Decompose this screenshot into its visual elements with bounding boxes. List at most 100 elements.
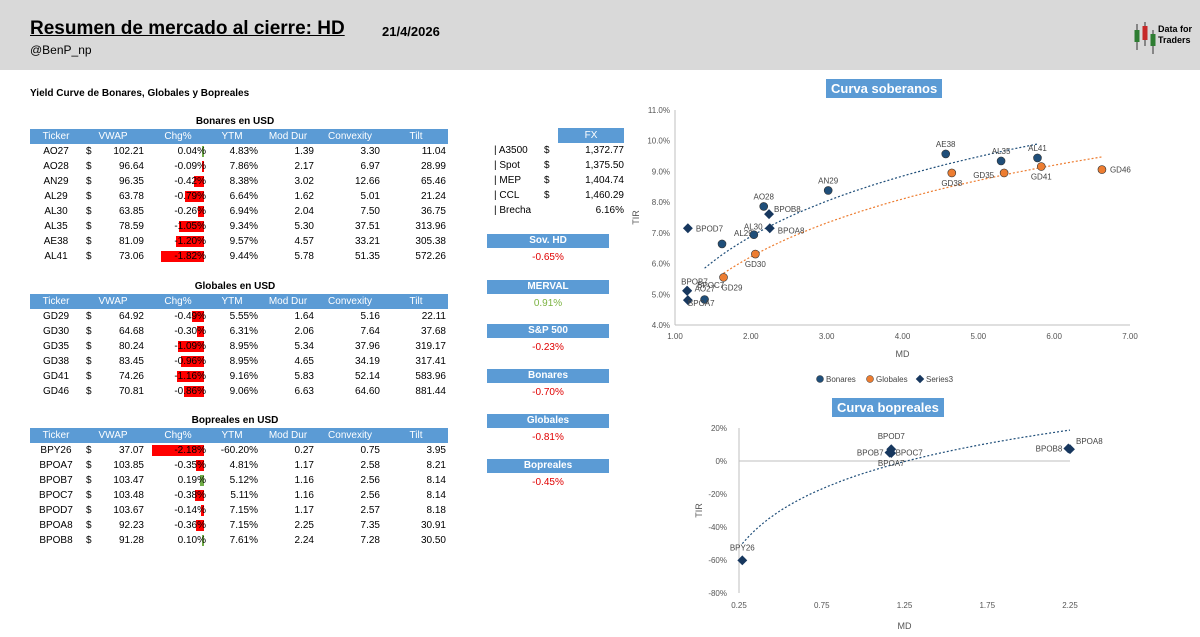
point-label: BPOD7	[696, 224, 724, 233]
index-value: -0.23%	[532, 342, 564, 353]
vwap-cell: 96.35	[118, 176, 144, 187]
x-tick-label: 0.25	[731, 601, 747, 610]
currency-cell: $	[86, 206, 92, 217]
table-row: GD30 $ 64.68 -0.30% 6.31% 2.06 7.64 37.6…	[30, 324, 448, 339]
ticker-cell: AL41	[44, 251, 68, 262]
vwap-cell: 37.07	[118, 445, 144, 456]
fx-row: | A3500 $ 1,372.77	[494, 143, 624, 158]
change-cell: -0.42%	[150, 174, 206, 189]
fx-header: FX	[558, 128, 624, 143]
point-label: AE38	[936, 140, 956, 149]
mod-dur-cell: 2.24	[294, 535, 314, 546]
ticker-cell: GD30	[42, 326, 70, 337]
index-label: Bonares	[487, 369, 609, 383]
fx-currency: $	[544, 145, 550, 156]
change-cell: -1.05%	[150, 219, 206, 234]
convexity-cell: 37.51	[354, 221, 380, 232]
bopreales-header-1: VWAP	[82, 428, 150, 443]
fx-value: 1,404.74	[585, 175, 624, 186]
change-value: -0.42%	[174, 176, 206, 187]
change-value: -0.09%	[174, 161, 206, 172]
vwap-cell: 91.28	[118, 535, 144, 546]
point-label: GD35	[973, 171, 994, 180]
ytm-cell: 6.94%	[229, 206, 258, 217]
point-label: GD30	[745, 260, 766, 269]
y-tick-label: 10.0%	[647, 137, 670, 146]
ytm-cell: 7.86%	[229, 161, 258, 172]
table-row: AO28 $ 96.64 -0.09% 7.86% 2.17 6.97 28.9…	[30, 159, 448, 174]
bopreales-header-5: Convexity	[320, 428, 386, 443]
bopreales-header-3: YTM	[206, 428, 262, 443]
ticker-cell: AL30	[44, 206, 68, 217]
y-tick-label: -20%	[708, 490, 727, 499]
mod-dur-cell: 1.17	[294, 460, 314, 471]
convexity-cell: 7.50	[360, 206, 380, 217]
convexity-cell: 2.57	[360, 505, 380, 516]
data-point	[764, 209, 774, 220]
convexity-cell: 33.21	[354, 236, 380, 247]
convexity-cell: 34.19	[354, 356, 380, 367]
bonares-header-5: Convexity	[320, 129, 386, 144]
fx-currency: $	[544, 190, 550, 201]
tilt-cell: 319.17	[415, 341, 446, 352]
point-label: BPOB7	[681, 278, 708, 287]
ytm-cell: 7.15%	[229, 520, 258, 531]
bonares-header-1: VWAP	[82, 129, 150, 144]
fx-label: | A3500	[494, 145, 528, 156]
mod-dur-cell: 2.06	[294, 326, 314, 337]
bonares-table: Ticker VWAP Chg% YTM Mod Dur Convexity Tilt AO…	[30, 129, 448, 264]
x-axis-title: MD	[898, 621, 912, 631]
bopreales-header-2: Chg%	[150, 428, 206, 443]
ytm-cell: 5.12%	[229, 475, 258, 486]
convexity-cell: 7.28	[360, 535, 380, 546]
globales-table: Ticker VWAP Chg% YTM Mod Dur Convexity Tilt GD…	[30, 294, 448, 399]
legend-label: Bonares	[826, 375, 856, 384]
data-point	[749, 230, 759, 239]
change-value: -0.49%	[174, 311, 206, 322]
point-label: GD41	[1031, 173, 1052, 182]
change-cell: -0.09%	[150, 159, 206, 174]
bonares-header-2: Chg%	[150, 129, 206, 144]
convexity-cell: 37.96	[354, 341, 380, 352]
ticker-cell: BPOA8	[39, 520, 73, 531]
change-cell: -0.86%	[150, 384, 206, 399]
x-tick-label: 1.75	[979, 601, 995, 610]
convexity-cell: 64.60	[354, 386, 380, 397]
vwap-cell: 81.09	[118, 236, 144, 247]
bopreales-section-title: Bopreales en USD	[191, 415, 279, 426]
currency-cell: $	[86, 386, 92, 397]
change-cell: -0.26%	[150, 204, 206, 219]
vwap-cell: 103.48	[113, 490, 144, 501]
ytm-cell: 4.81%	[229, 460, 258, 471]
data-point	[941, 149, 951, 159]
y-tick-label: -40%	[708, 523, 727, 532]
vwap-cell: 103.85	[113, 460, 144, 471]
fx-value: 1,375.50	[585, 160, 624, 171]
change-cell: -0.96%	[150, 354, 206, 369]
mod-dur-cell: 1.64	[294, 311, 314, 322]
fx-value: 1,460.29	[585, 190, 624, 201]
currency-cell: $	[86, 326, 92, 337]
legend-label: Series3	[926, 375, 954, 384]
change-bar	[199, 475, 204, 486]
change-bar	[201, 535, 204, 546]
tilt-cell: 28.99	[420, 161, 446, 172]
currency-cell: $	[86, 475, 92, 486]
table-row: BPOB8 $ 91.28 0.10% 7.61% 2.24 7.28 30.5…	[30, 533, 448, 548]
change-value: -1.16%	[174, 371, 206, 382]
ytm-cell: 7.15%	[229, 505, 258, 516]
y-tick-label: -60%	[708, 556, 727, 565]
point-label: GD29	[722, 283, 743, 292]
currency-cell: $	[86, 161, 92, 172]
change-value: -0.79%	[174, 191, 206, 202]
change-bar	[152, 445, 204, 456]
legend-label: Globales	[876, 375, 908, 384]
fx-label: | CCL	[494, 190, 520, 201]
ytm-cell: -60.20%	[220, 445, 258, 456]
change-bar	[176, 371, 204, 382]
x-tick-label: 5.00	[971, 332, 987, 341]
currency-cell: $	[86, 236, 92, 247]
globales-header-5: Convexity	[320, 294, 386, 309]
data-point	[1063, 443, 1074, 454]
trend-line	[704, 143, 1038, 269]
